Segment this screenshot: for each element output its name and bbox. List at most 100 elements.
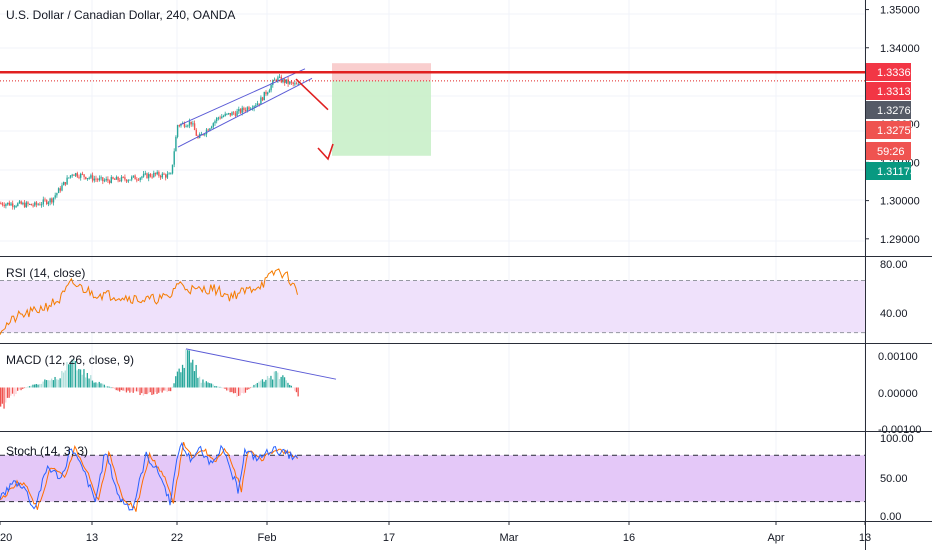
candle-up bbox=[214, 121, 216, 124]
macd-divergence-trendline[interactable] bbox=[185, 348, 337, 380]
candle-down bbox=[117, 176, 119, 181]
macd-histogram-bar bbox=[122, 387, 124, 391]
channel-upper-line[interactable] bbox=[179, 68, 306, 126]
stoch-pane[interactable] bbox=[0, 441, 865, 512]
macd-histogram-bar bbox=[71, 359, 73, 388]
candle-up bbox=[120, 176, 123, 182]
price-tick-label: 1.35000 bbox=[880, 5, 920, 17]
candle-up bbox=[139, 177, 141, 181]
candle-up bbox=[236, 111, 238, 116]
macd-histogram-bar bbox=[204, 382, 206, 388]
take-profit-zone[interactable] bbox=[332, 80, 431, 156]
macd-histogram-bar bbox=[37, 384, 39, 388]
macd-histogram-bar bbox=[132, 387, 134, 393]
candle-down bbox=[154, 172, 157, 175]
date-tick-label: Feb bbox=[258, 532, 277, 544]
rsi-band bbox=[0, 280, 865, 333]
projection-arrowhead[interactable] bbox=[317, 143, 334, 161]
macd-histogram-bar bbox=[57, 379, 60, 388]
price-pane[interactable] bbox=[0, 0, 865, 256]
macd-histogram-bar bbox=[175, 376, 177, 388]
candle-up bbox=[217, 117, 220, 119]
macd-histogram-bar bbox=[241, 387, 243, 393]
candle-down bbox=[233, 112, 235, 114]
candle-down bbox=[108, 180, 111, 183]
macd-histogram-bar bbox=[168, 387, 170, 392]
candle-down bbox=[20, 201, 22, 205]
macd-histogram-bar bbox=[159, 387, 162, 392]
candle-up bbox=[105, 178, 107, 181]
candle-down bbox=[32, 205, 34, 207]
candle-up bbox=[37, 204, 39, 206]
symbol-title: U.S. Dollar / Canadian Dollar, 240, OAND… bbox=[6, 8, 235, 22]
candle-down bbox=[219, 117, 221, 119]
macd-histogram-bar bbox=[146, 387, 148, 395]
stoch-axis-label: 100.00 bbox=[880, 433, 914, 445]
rsi-line bbox=[0, 268, 298, 335]
candle-up bbox=[15, 206, 17, 208]
macd-histogram-bar bbox=[40, 383, 43, 388]
candle-up bbox=[238, 109, 240, 112]
price-levels[interactable] bbox=[0, 70, 865, 82]
candlestick-series bbox=[0, 74, 299, 210]
candle-up bbox=[188, 121, 191, 126]
macd-histogram-bar bbox=[214, 385, 216, 388]
macd-histogram-bar bbox=[129, 387, 131, 393]
projection-arrow-line[interactable] bbox=[295, 78, 329, 111]
macd-histogram-bar bbox=[52, 380, 54, 388]
candle-down bbox=[190, 121, 192, 125]
macd-histogram-bar bbox=[15, 387, 17, 395]
candle-up bbox=[144, 173, 146, 175]
macd-title[interactable]: MACD (12, 26, close, 9) bbox=[6, 353, 134, 367]
candle-up bbox=[277, 77, 279, 81]
date-tick-label: 2020 bbox=[0, 532, 12, 544]
candle-up bbox=[161, 173, 163, 178]
candle-up bbox=[69, 175, 72, 178]
date-tick-label: 17 bbox=[383, 532, 395, 544]
candle-up bbox=[200, 134, 203, 136]
candle-up bbox=[10, 203, 12, 206]
candle-up bbox=[71, 174, 73, 176]
candle-up bbox=[255, 105, 257, 107]
candle-up bbox=[222, 115, 225, 117]
rsi-pane[interactable] bbox=[0, 268, 865, 335]
candle-down bbox=[287, 79, 289, 84]
macd-histogram-bar bbox=[210, 383, 213, 388]
candle-down bbox=[244, 109, 247, 111]
macd-histogram-bar bbox=[32, 384, 34, 388]
rsi-axis-label: 80.00 bbox=[880, 259, 908, 271]
stoch-title[interactable]: Stoch (14, 3, 3) bbox=[6, 444, 88, 458]
macd-histogram-bar bbox=[0, 387, 2, 407]
channel-lower-line[interactable] bbox=[177, 77, 313, 148]
chart-drawings[interactable] bbox=[177, 68, 334, 161]
macd-histogram-bar bbox=[85, 377, 87, 388]
macd-histogram-bar bbox=[205, 381, 207, 388]
candle-down bbox=[137, 179, 140, 181]
candle-up bbox=[175, 136, 177, 152]
short-position-zones[interactable] bbox=[332, 63, 431, 156]
candle-up bbox=[171, 164, 174, 174]
macd-histogram-bar bbox=[192, 359, 194, 388]
macd-histogram-bar bbox=[246, 387, 248, 390]
candle-down bbox=[193, 123, 196, 131]
candle-up bbox=[88, 177, 90, 179]
candle-down bbox=[95, 178, 97, 180]
candle-up bbox=[256, 103, 259, 106]
macd-histogram-bar bbox=[256, 382, 258, 388]
date-axis[interactable]: 2020 13 22 Feb 17 Mar 16 Apr 13 bbox=[0, 521, 871, 544]
rsi-title[interactable]: RSI (14, close) bbox=[6, 266, 85, 280]
macd-histogram-bar bbox=[6, 387, 9, 398]
candle-up bbox=[5, 204, 7, 207]
macd-histogram-bar bbox=[166, 387, 168, 392]
macd-histogram-bar bbox=[198, 376, 201, 388]
macd-pane[interactable] bbox=[0, 348, 337, 409]
candle-down bbox=[46, 200, 48, 205]
macd-histogram-bar bbox=[261, 379, 264, 388]
macd-histogram-bar bbox=[272, 379, 274, 388]
macd-histogram-bar bbox=[270, 375, 272, 388]
macd-histogram-bar bbox=[76, 370, 78, 388]
